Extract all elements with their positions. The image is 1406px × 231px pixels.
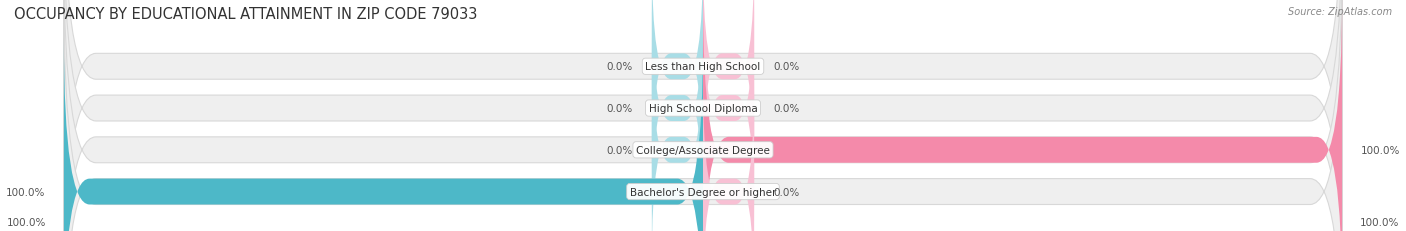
Text: College/Associate Degree: College/Associate Degree — [636, 145, 770, 155]
Text: 100.0%: 100.0% — [6, 187, 45, 197]
FancyBboxPatch shape — [703, 0, 1343, 231]
Text: 100.0%: 100.0% — [7, 217, 46, 227]
FancyBboxPatch shape — [63, 38, 703, 231]
FancyBboxPatch shape — [63, 0, 1343, 231]
FancyBboxPatch shape — [63, 0, 1343, 231]
FancyBboxPatch shape — [652, 0, 703, 220]
Text: 100.0%: 100.0% — [1361, 145, 1400, 155]
FancyBboxPatch shape — [63, 0, 1343, 231]
Text: 0.0%: 0.0% — [773, 103, 800, 114]
Text: 0.0%: 0.0% — [773, 187, 800, 197]
Text: Source: ZipAtlas.com: Source: ZipAtlas.com — [1288, 7, 1392, 17]
FancyBboxPatch shape — [652, 38, 703, 231]
Text: 0.0%: 0.0% — [606, 145, 633, 155]
FancyBboxPatch shape — [703, 80, 754, 231]
Text: Less than High School: Less than High School — [645, 62, 761, 72]
FancyBboxPatch shape — [703, 0, 754, 220]
Text: High School Diploma: High School Diploma — [648, 103, 758, 114]
Text: 100.0%: 100.0% — [1360, 217, 1399, 227]
Text: 0.0%: 0.0% — [606, 103, 633, 114]
Text: 0.0%: 0.0% — [606, 62, 633, 72]
FancyBboxPatch shape — [63, 0, 1343, 231]
Text: 0.0%: 0.0% — [773, 62, 800, 72]
Text: Bachelor's Degree or higher: Bachelor's Degree or higher — [630, 187, 776, 197]
FancyBboxPatch shape — [652, 0, 703, 179]
Text: OCCUPANCY BY EDUCATIONAL ATTAINMENT IN ZIP CODE 79033: OCCUPANCY BY EDUCATIONAL ATTAINMENT IN Z… — [14, 7, 478, 22]
FancyBboxPatch shape — [703, 0, 754, 179]
